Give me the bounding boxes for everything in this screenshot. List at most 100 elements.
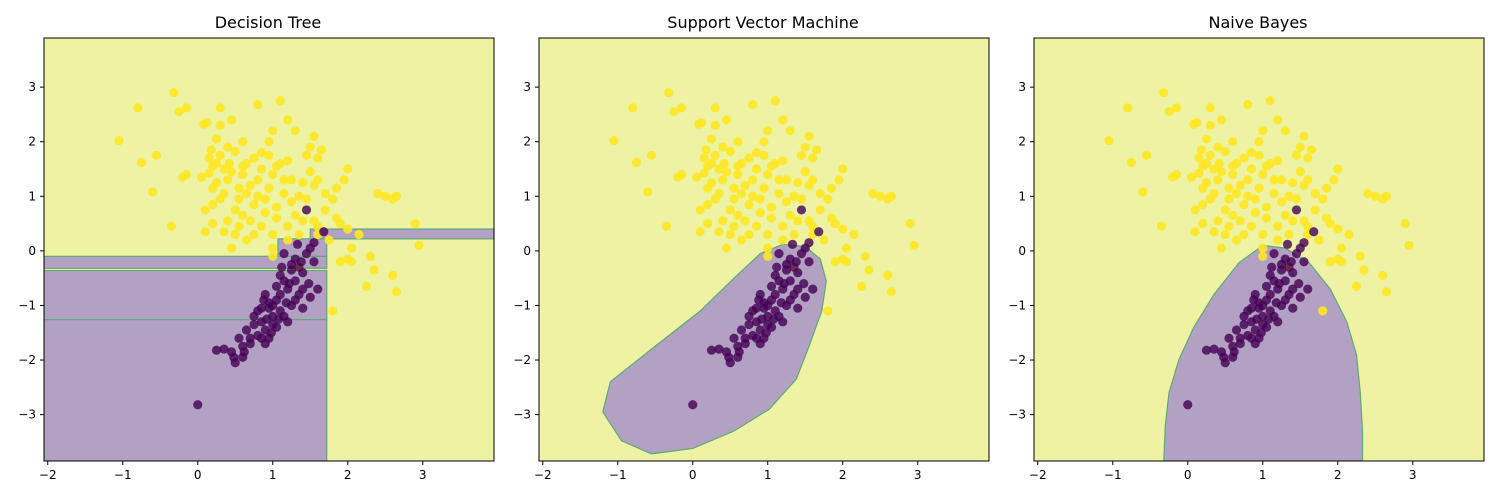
data-point-class-1 (241, 188, 252, 199)
data-point-class-0 (1271, 298, 1281, 308)
data-point-class-0 (754, 295, 764, 305)
data-point-class-0 (1252, 314, 1262, 324)
data-point-class-1 (1351, 281, 1362, 291)
data-point-class-1 (800, 142, 810, 152)
data-point-class-0 (757, 314, 767, 324)
data-point-class-1 (1220, 205, 1230, 215)
data-point-class-1 (283, 221, 293, 231)
data-point-class-0 (1280, 295, 1290, 305)
data-point-class-1 (1280, 126, 1290, 136)
data-point-class-1 (744, 229, 754, 240)
data-point-class-1 (226, 167, 237, 177)
data-point-class-1 (1299, 131, 1309, 141)
data-point-class-1 (1198, 218, 1208, 229)
data-point-class-0 (1243, 306, 1253, 316)
data-point-class-1 (286, 175, 297, 185)
panel-svm: Support Vector Machine −2 −1 0 1 2 3 −3 −2 −1 0 1 2… (513, 13, 990, 482)
data-point-class-1 (1104, 136, 1114, 146)
data-point-class-1 (1261, 202, 1272, 212)
data-point-class-1 (279, 175, 289, 185)
data-point-class-1 (166, 221, 177, 231)
data-point-class-1 (223, 216, 233, 226)
data-point-class-1 (223, 142, 233, 152)
data-point-class-1 (313, 175, 323, 185)
data-point-class-1 (181, 103, 192, 113)
data-point-class-1 (643, 187, 653, 197)
data-point-class-1 (343, 224, 353, 234)
data-point-class-1 (697, 118, 707, 128)
data-point-class-1 (298, 216, 308, 226)
decision-region-class-0 (44, 316, 328, 461)
data-point-class-1 (1276, 175, 1287, 185)
data-point-class-1 (748, 175, 758, 185)
data-point-class-1 (1228, 137, 1238, 147)
data-point-class-0 (1309, 227, 1319, 237)
data-point-class-1 (148, 187, 158, 197)
data-point-class-1 (208, 161, 218, 171)
data-point-class-1 (718, 142, 728, 152)
data-point-class-0 (787, 239, 798, 249)
data-point-class-1 (710, 150, 720, 160)
data-point-class-1 (1239, 153, 1249, 163)
data-point-class-0 (714, 344, 724, 354)
data-point-class-1 (264, 137, 274, 147)
data-point-class-1 (283, 235, 293, 245)
data-point-class-1 (275, 158, 285, 169)
data-point-class-0 (1209, 344, 1219, 354)
data-point-class-1 (1243, 191, 1253, 201)
data-point-class-1 (804, 131, 814, 141)
data-point-class-1 (1228, 210, 1238, 220)
data-point-class-1 (826, 183, 837, 193)
data-point-class-1 (202, 118, 212, 128)
data-point-class-0 (281, 298, 291, 308)
y-tick-label: 0 (1018, 244, 1026, 258)
data-point-class-1 (215, 120, 225, 130)
data-point-class-1 (1209, 164, 1219, 174)
data-point-class-0 (779, 279, 789, 289)
data-point-class-1 (744, 153, 754, 163)
data-point-class-1 (1276, 197, 1287, 207)
data-point-class-1 (1258, 243, 1268, 253)
data-point-class-1 (800, 167, 810, 177)
data-point-class-1 (309, 131, 319, 141)
data-point-class-0 (785, 295, 795, 305)
data-point-class-1 (909, 240, 919, 251)
x-tick-label: −1 (114, 468, 132, 482)
data-point-class-0 (781, 259, 792, 270)
data-point-class-0 (770, 289, 780, 300)
data-point-class-1 (766, 202, 777, 212)
data-point-class-1 (1284, 191, 1294, 201)
data-point-class-1 (1314, 235, 1324, 245)
data-point-class-0 (751, 333, 762, 343)
data-point-class-1 (808, 153, 818, 163)
data-point-class-0 (1229, 347, 1239, 357)
data-point-class-1 (1363, 188, 1373, 199)
data-point-class-0 (724, 352, 734, 362)
plot-area (539, 38, 989, 461)
data-point-class-0 (1286, 257, 1296, 267)
data-point-class-1 (1213, 142, 1223, 152)
data-point-class-1 (699, 153, 709, 163)
data-point-class-1 (1216, 167, 1227, 177)
data-point-class-0 (736, 325, 747, 335)
data-point-class-1 (695, 205, 705, 215)
data-point-class-1 (373, 188, 383, 199)
data-point-class-1 (339, 175, 349, 185)
data-point-class-1 (1269, 175, 1279, 185)
data-point-class-1 (253, 175, 263, 185)
data-point-class-1 (1333, 224, 1343, 234)
data-point-class-1 (1123, 103, 1133, 113)
data-point-class-1 (206, 145, 216, 155)
data-point-class-1 (778, 156, 788, 166)
data-point-class-0 (1201, 345, 1212, 355)
data-point-class-1 (1265, 96, 1275, 106)
data-point-class-1 (286, 197, 297, 207)
data-point-class-1 (249, 153, 259, 163)
data-point-class-0 (253, 306, 263, 316)
data-point-class-1 (249, 199, 259, 210)
data-point-class-0 (279, 248, 289, 259)
data-point-class-1 (766, 213, 777, 223)
data-point-class-1 (343, 164, 353, 174)
data-point-class-0 (229, 352, 239, 362)
data-point-class-1 (283, 115, 293, 125)
